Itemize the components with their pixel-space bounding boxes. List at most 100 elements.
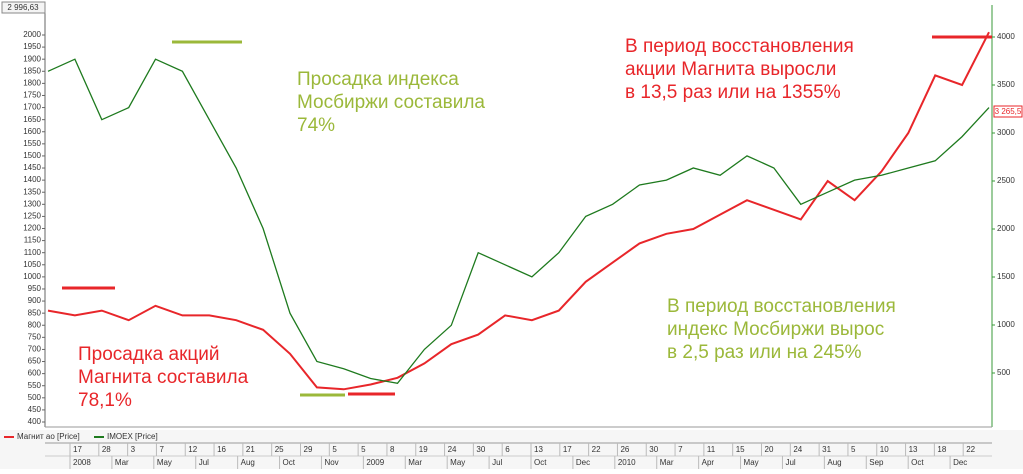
y2-tick-label: 2000 bbox=[997, 224, 1015, 233]
y-tick-label: 750 bbox=[28, 332, 42, 341]
x-day-label: 31 bbox=[822, 445, 831, 454]
x-month-label: Aug bbox=[827, 458, 841, 467]
x-month-label: Oct bbox=[283, 458, 296, 467]
y-tick-label: 850 bbox=[28, 308, 42, 317]
annotation: В период восстановления bbox=[625, 36, 854, 57]
y-tick-label: 1100 bbox=[24, 248, 42, 257]
y-tick-label: 700 bbox=[28, 345, 42, 354]
annotation: в 2,5 раз или на 245% bbox=[667, 342, 862, 363]
x-day-label: 6 bbox=[505, 445, 510, 454]
y2-tick-label: 1000 bbox=[997, 320, 1015, 329]
x-month-label: 2010 bbox=[618, 458, 636, 467]
x-month-label: May bbox=[744, 458, 759, 467]
x-month-label: 2009 bbox=[366, 458, 384, 467]
x-day-label: 16 bbox=[217, 445, 226, 454]
y-tick-label: 1900 bbox=[23, 54, 41, 63]
x-day-label: 7 bbox=[159, 445, 164, 454]
y2-last-box bbox=[993, 105, 1023, 118]
y-tick-label: 1450 bbox=[23, 163, 41, 172]
x-day-label: 20 bbox=[765, 445, 774, 454]
y-tick-label: 1650 bbox=[23, 115, 41, 124]
y-tick-label: 1700 bbox=[23, 103, 41, 112]
y-tick-label: 1800 bbox=[23, 78, 41, 87]
y-tick-label: 1400 bbox=[23, 175, 41, 184]
y-tick-label: 800 bbox=[28, 320, 42, 329]
x-month-label: Mar bbox=[660, 458, 674, 467]
x-day-label: 29 bbox=[304, 445, 313, 454]
y-tick-label: 1200 bbox=[23, 224, 41, 233]
x-month-label: Dec bbox=[576, 458, 590, 467]
x-day-label: 13 bbox=[534, 445, 543, 454]
x-day-label: 8 bbox=[390, 445, 395, 454]
x-day-label: 15 bbox=[736, 445, 745, 454]
x-day-label: 5 bbox=[851, 445, 856, 454]
legend-label: Магнит ао [Price] bbox=[17, 432, 80, 441]
y-tick-label: 1250 bbox=[23, 212, 41, 221]
series-line bbox=[47, 58, 990, 385]
y-tick-label: 1350 bbox=[23, 187, 41, 196]
x-day-label: 7 bbox=[678, 445, 683, 454]
y-tick-label: 1150 bbox=[24, 236, 42, 245]
x-day-label: 5 bbox=[361, 445, 366, 454]
x-month-label: Oct bbox=[534, 458, 547, 467]
y-tick-label: 1950 bbox=[23, 42, 41, 51]
x-day-label: 10 bbox=[880, 445, 889, 454]
x-day-label: 28 bbox=[102, 445, 111, 454]
y2-last-label: 3 265,5 bbox=[995, 107, 1022, 116]
y-tick-label: 450 bbox=[28, 405, 42, 414]
x-day-label: 25 bbox=[275, 445, 284, 454]
annotation: Просадка акций bbox=[78, 344, 220, 365]
y-tick-label: 400 bbox=[28, 417, 42, 426]
x-day-label: 18 bbox=[937, 445, 946, 454]
x-day-label: 24 bbox=[793, 445, 802, 454]
y-tick-label: 1850 bbox=[23, 66, 41, 75]
y-tick-label: 2000 bbox=[23, 30, 41, 39]
x-day-label: 24 bbox=[448, 445, 457, 454]
x-day-label: 5 bbox=[332, 445, 337, 454]
x-day-label: 30 bbox=[649, 445, 658, 454]
y2-tick-label: 1500 bbox=[997, 272, 1015, 281]
x-month-label: Nov bbox=[324, 458, 338, 467]
y-tick-label: 550 bbox=[28, 381, 42, 390]
x-day-label: 17 bbox=[563, 445, 572, 454]
y2-tick-label: 3000 bbox=[997, 128, 1015, 137]
x-day-label: 22 bbox=[592, 445, 601, 454]
y-tick-label: 1300 bbox=[23, 199, 41, 208]
x-day-label: 12 bbox=[188, 445, 197, 454]
x-day-label: 22 bbox=[966, 445, 975, 454]
annotation: 78,1% bbox=[78, 390, 132, 411]
x-month-label: Jul bbox=[199, 458, 209, 467]
annotation: Мосбиржи составила bbox=[297, 92, 485, 113]
y-tick-label: 1500 bbox=[23, 151, 41, 160]
y-tick-label: 1600 bbox=[23, 127, 41, 136]
annotation: в 13,5 раз или на 1355% bbox=[625, 82, 841, 103]
y-tick-label: 1750 bbox=[23, 91, 41, 100]
x-month-label: Sep bbox=[869, 458, 884, 467]
x-month-label: 2008 bbox=[73, 458, 91, 467]
x-day-label: 21 bbox=[246, 445, 255, 454]
y-tick-label: 950 bbox=[28, 284, 42, 293]
series-line bbox=[47, 31, 990, 391]
annotation: Магнита составила bbox=[78, 367, 249, 388]
x-month-label: Dec bbox=[953, 458, 967, 467]
y-tick-label: 500 bbox=[28, 393, 42, 402]
x-month-label: Mar bbox=[408, 458, 422, 467]
y-tick-label: 1050 bbox=[23, 260, 41, 269]
x-month-label: Oct bbox=[911, 458, 924, 467]
y-tick-label: 1000 bbox=[23, 272, 41, 281]
x-day-label: 17 bbox=[73, 445, 82, 454]
x-month-label: Mar bbox=[115, 458, 129, 467]
y-tick-label: 1550 bbox=[23, 139, 41, 148]
x-day-label: 30 bbox=[476, 445, 485, 454]
x-day-label: 13 bbox=[909, 445, 918, 454]
x-day-label: 26 bbox=[620, 445, 629, 454]
x-month-label: May bbox=[450, 458, 465, 467]
x-month-label: May bbox=[157, 458, 172, 467]
annotation: В период восстановления bbox=[667, 296, 896, 317]
x-day-label: 11 bbox=[707, 445, 716, 454]
annotation: Просадка индекса bbox=[297, 69, 459, 90]
legend-label: IMOEX [Price] bbox=[107, 432, 158, 441]
annotation: индекс Мосбиржи вырос bbox=[667, 319, 884, 340]
